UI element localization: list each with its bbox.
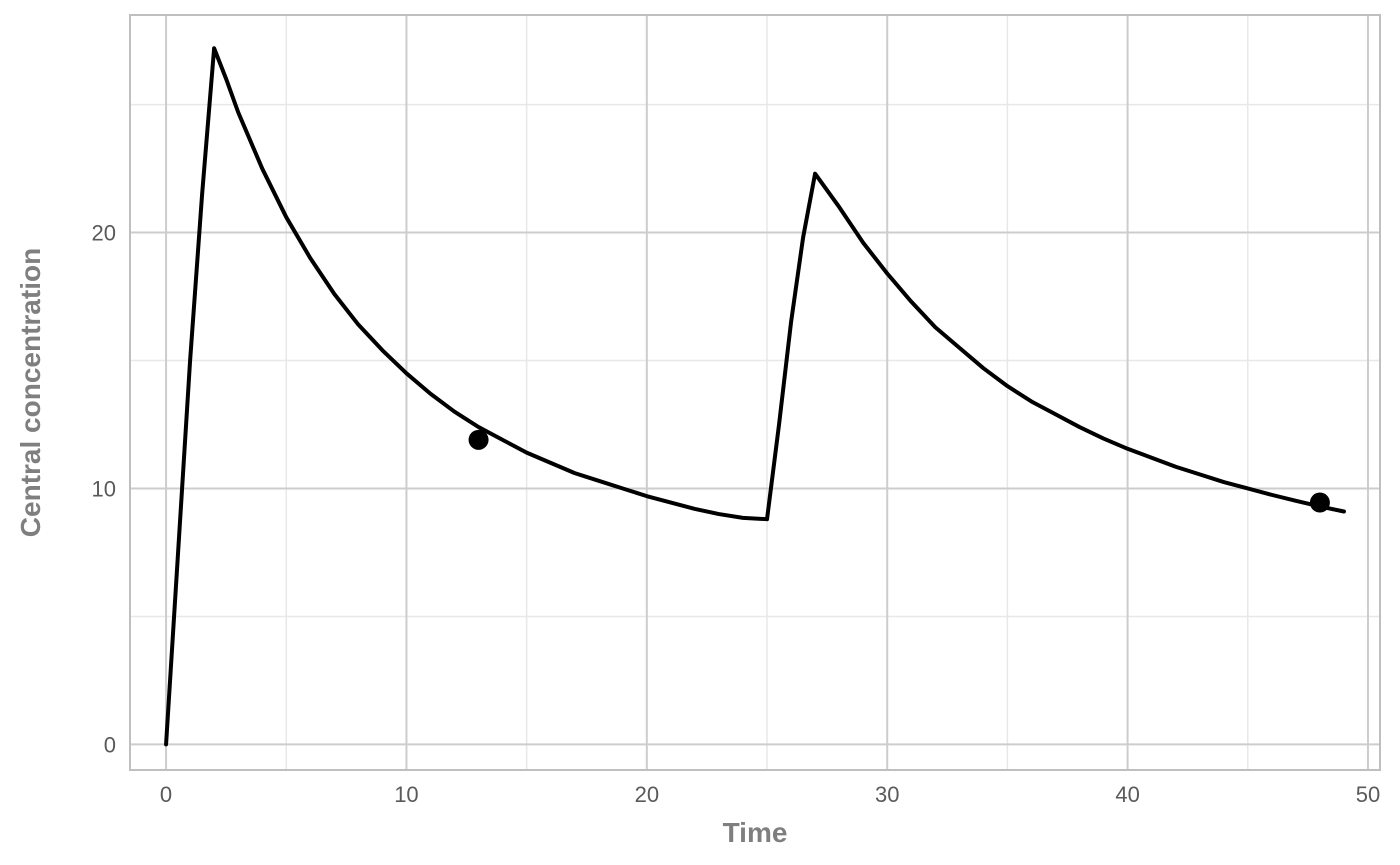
x-axis-title: Time	[723, 817, 788, 848]
y-tick-label: 20	[92, 221, 116, 246]
data-point-0	[469, 430, 489, 450]
x-tick-label: 10	[394, 782, 418, 807]
x-tick-label: 20	[635, 782, 659, 807]
chart-container: 0 10 20 30 40 50 0 10 20 Time Central concentratio…	[0, 0, 1400, 865]
y-tick-label: 0	[104, 732, 116, 757]
data-point-1	[1310, 493, 1330, 513]
x-tick-label: 30	[875, 782, 899, 807]
y-axis-title: Central concentration	[15, 248, 46, 537]
x-tick-label: 50	[1356, 782, 1380, 807]
y-tick-label: 10	[92, 476, 116, 501]
x-tick-label: 40	[1115, 782, 1139, 807]
pk-concentration-chart: 0 10 20 30 40 50 0 10 20 Time Central concentratio…	[0, 0, 1400, 865]
x-tick-label: 0	[160, 782, 172, 807]
